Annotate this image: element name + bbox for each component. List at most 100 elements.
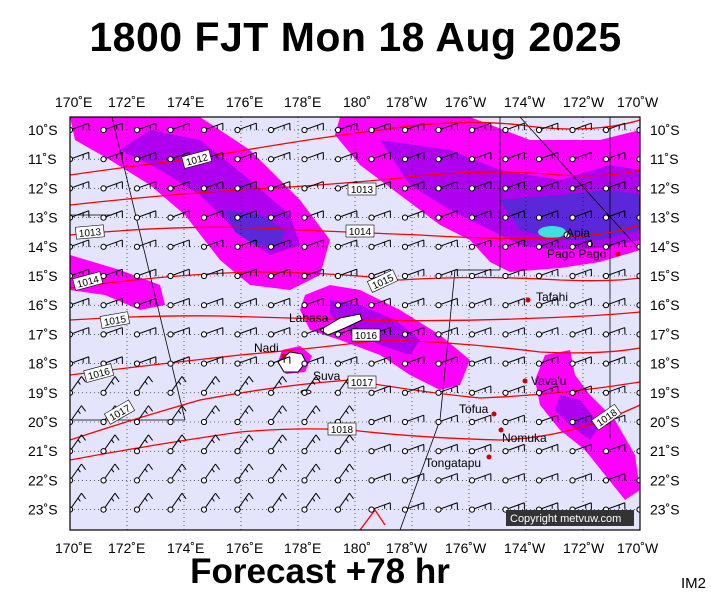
wind-barb [435, 151, 458, 163]
pago-pago-marker [615, 251, 621, 257]
wind-barb [200, 239, 224, 250]
vavau-marker [522, 378, 528, 384]
nadi-marker [281, 353, 287, 359]
wind-barb [368, 210, 391, 221]
wind-barb [435, 443, 458, 455]
lat-label-right: 16˚S [650, 297, 680, 313]
wind-barb [401, 297, 425, 309]
wind-barb [200, 327, 224, 338]
wind-barb [502, 327, 525, 338]
wind-barb [502, 181, 525, 192]
wind-barb [167, 297, 190, 309]
wind-barb [267, 151, 291, 163]
place-nomuka: Nomuka [502, 431, 547, 445]
wind-barb [334, 356, 358, 367]
wind-barb [267, 463, 288, 484]
rain-patch-west [70, 255, 165, 310]
isobar-label: 1013 [347, 182, 377, 196]
wind-barb [267, 327, 291, 338]
place-labels: Apia Pago Pago Tafahi Labasa Nadi Suva V… [254, 226, 607, 470]
wind-barb [502, 502, 525, 513]
wind-barb [435, 414, 458, 426]
wind-barb [569, 268, 592, 280]
wind-barb [100, 463, 120, 484]
wind-barb [301, 151, 324, 163]
wind-barb [200, 463, 221, 484]
lon-label-top: 174˚E [167, 94, 204, 110]
wind-barb [502, 151, 525, 163]
vanua-levu [319, 313, 363, 336]
lon-label-bottom: 174˚W [504, 540, 546, 556]
wind-barb [167, 122, 190, 134]
wind-barb [133, 268, 157, 280]
wind-barb [502, 414, 525, 426]
isobar-fragment [359, 508, 386, 530]
lon-label-bottom: 174˚E [167, 540, 204, 556]
wind-barb [602, 297, 626, 309]
wind-barb [468, 151, 492, 163]
wind-barb [167, 492, 187, 513]
wind-barb [301, 239, 324, 250]
wind-barb [368, 502, 391, 513]
svg-text:1016: 1016 [355, 331, 378, 342]
wind-barb [133, 210, 157, 221]
lon-label-top: 176˚W [445, 94, 487, 110]
wind-barb [234, 181, 257, 192]
wind-barb [301, 181, 324, 192]
lat-label-right: 13˚S [650, 210, 680, 226]
wind-barb [167, 268, 190, 280]
wind-barb [468, 122, 492, 134]
wind-barb [602, 268, 626, 280]
wind-barb [70, 239, 90, 250]
wind-barb [100, 268, 123, 280]
wind-barb [334, 122, 358, 134]
wind-barb [468, 443, 492, 455]
place-tofua: Tofua [459, 402, 489, 416]
wind-barb [234, 492, 254, 513]
wind-barb [502, 473, 525, 484]
lon-label-top: 174˚W [504, 94, 546, 110]
wind-barb [602, 473, 626, 484]
copyright-background [506, 510, 634, 526]
wind-barb [468, 210, 492, 221]
wind-barb [267, 297, 291, 309]
wind-barb [535, 239, 559, 250]
wind-barb [100, 434, 120, 455]
wind-barb [334, 492, 355, 513]
wind-barb [234, 463, 254, 484]
lat-label-right: 10˚S [650, 122, 680, 138]
wind-barb [401, 181, 425, 192]
wind-barb [435, 239, 458, 250]
wind-barb [468, 297, 492, 309]
image-code: IM2 [681, 575, 707, 592]
lon-label-top: 172˚W [563, 94, 605, 110]
wind-barb [167, 356, 190, 367]
svg-text:1017: 1017 [351, 378, 374, 389]
wind-barb [535, 356, 559, 367]
lon-label-top: 172˚E [108, 94, 145, 110]
wind-barb [368, 356, 391, 367]
wind-barb [569, 181, 592, 192]
wind-barb [301, 405, 321, 426]
wind-barb [200, 356, 224, 367]
lat-label-right: 19˚S [650, 385, 680, 401]
svg-text:1013: 1013 [78, 227, 102, 240]
wind-barb [569, 239, 592, 250]
wind-barb [133, 151, 157, 163]
wind-barb [569, 385, 592, 396]
rain-core [538, 226, 566, 238]
wind-barb [234, 122, 257, 134]
isobar-label: 1013 [75, 224, 105, 240]
wind-barb [569, 414, 592, 426]
lon-label-top: 176˚E [226, 94, 263, 110]
wind-barb [70, 268, 90, 280]
wind-barb [401, 122, 425, 134]
wind-barb [334, 151, 358, 163]
wind-barb [401, 443, 425, 455]
wind-barb [368, 473, 391, 484]
lon-label-top: 170˚E [55, 94, 92, 110]
wind-barb [234, 376, 254, 396]
wind-barb [167, 239, 190, 250]
wind-barb [468, 385, 492, 396]
wind-barb [401, 268, 425, 280]
